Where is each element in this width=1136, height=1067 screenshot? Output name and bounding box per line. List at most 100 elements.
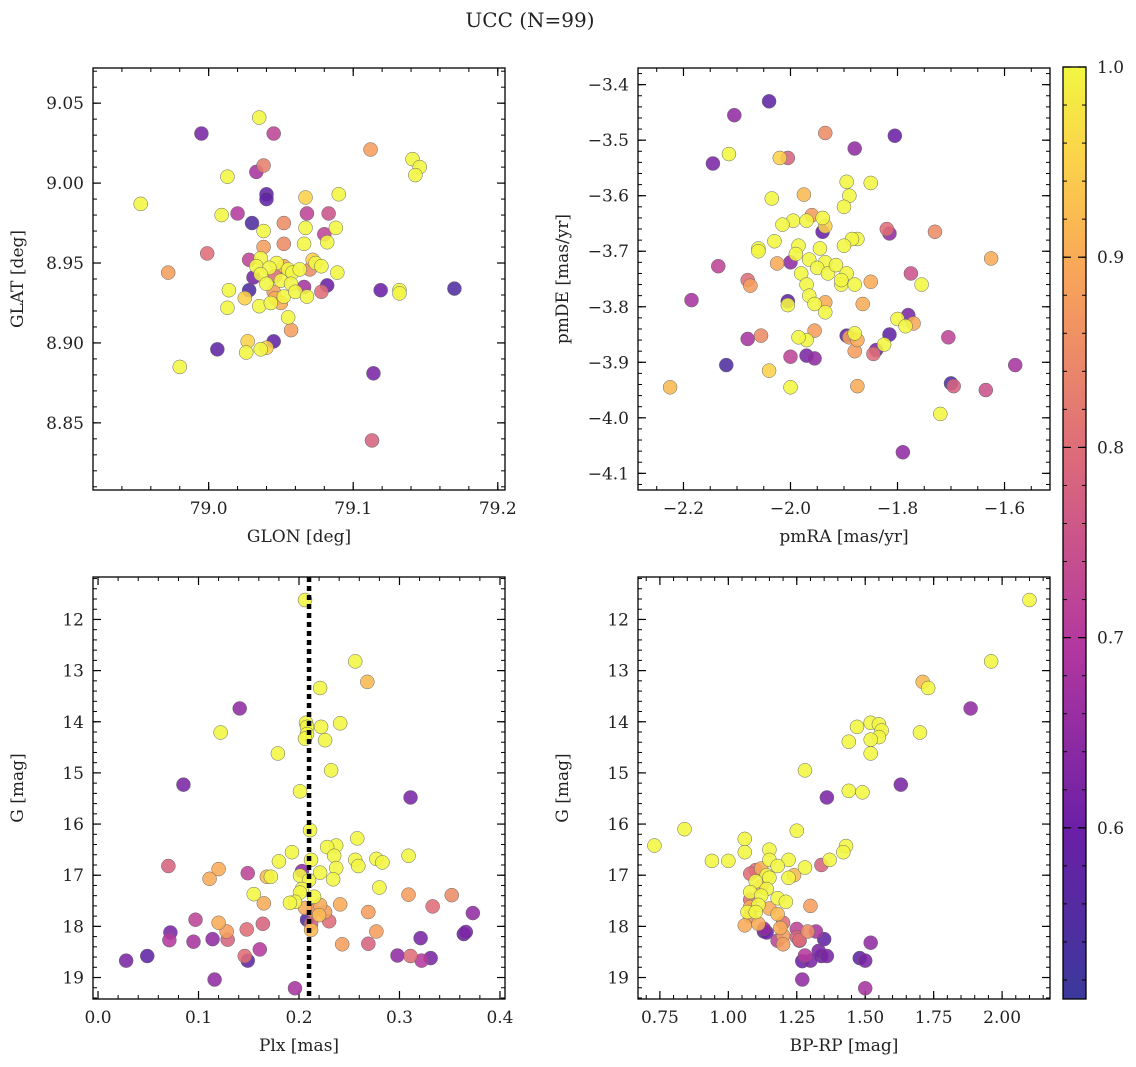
scatter-point (194, 126, 209, 141)
scatter-point (705, 156, 721, 171)
scatter-point (369, 924, 384, 939)
scatter-point (408, 167, 423, 183)
scatter-point (372, 880, 387, 895)
colorbar-tick-label: 1.0 (1097, 58, 1124, 78)
scatter-point (751, 243, 766, 259)
scatter-point (253, 342, 268, 357)
scatter-point (326, 848, 342, 864)
scatter-point (403, 948, 418, 964)
scatter-point (246, 886, 262, 902)
scatter-point (775, 217, 790, 232)
scatter-point (797, 763, 813, 778)
y-tick-label: −3.8 (588, 298, 629, 318)
scatter-point (332, 716, 348, 731)
y-tick-label: −3.4 (588, 76, 629, 96)
scatter-point (314, 258, 329, 274)
scatter-point (298, 220, 313, 236)
scatter-point (425, 899, 440, 914)
scatter-point (282, 895, 298, 911)
scatter-point (772, 150, 788, 166)
scatter-point (783, 380, 798, 395)
scatter-point (311, 907, 327, 923)
scatter-point (791, 330, 806, 345)
scatter-point (783, 349, 798, 364)
scatter-point (834, 272, 849, 288)
scatter-point (140, 948, 155, 964)
scatter-point (818, 125, 833, 141)
scatter-point (232, 701, 247, 716)
scatter-point (465, 905, 481, 921)
scatter-point (403, 790, 418, 805)
scatter-point (807, 351, 822, 366)
scatter-point (413, 930, 428, 946)
scatter-point (828, 257, 844, 273)
scatter-point (893, 777, 909, 792)
scatter-point (769, 256, 785, 271)
scatter-point (727, 107, 742, 123)
scatter-point (238, 345, 254, 360)
x-axis-label: pmRA [mas/yr] (779, 527, 908, 547)
scatter-point (276, 215, 292, 231)
scatter-point (850, 378, 865, 394)
y-axis-label: GLAT [deg] (8, 230, 28, 328)
y-axis-label: G [mag] (8, 753, 28, 822)
scatter-point (287, 981, 303, 996)
scatter-point (284, 844, 300, 860)
x-tick-label: 0.4 (486, 1008, 513, 1028)
y-tick-label: −3.5 (588, 131, 629, 151)
scatter-point (788, 246, 804, 262)
scatter-point (172, 359, 187, 375)
x-axis-label: BP-RP [mag] (790, 1036, 899, 1056)
scatter-point (879, 221, 895, 237)
y-tick-label: 9.05 (46, 94, 84, 114)
scatter-point (1007, 357, 1023, 373)
scatter-point (220, 169, 235, 184)
scatter-point (373, 282, 388, 298)
scatter-point (887, 128, 903, 143)
scatter-point (447, 281, 462, 296)
scatter-point (271, 854, 287, 869)
scatter-point (963, 701, 978, 716)
panel-glon-glat: 79.0 79.1 79.2 8.85 8.90 8.95 9.00 9.05 GLON [de… (8, 67, 517, 547)
scatter-point (392, 286, 407, 301)
y-tick-label: 8.85 (46, 414, 84, 434)
scatter-point (807, 323, 822, 338)
scatter-point (767, 233, 782, 249)
scatter-point (847, 277, 862, 292)
scatter-point (292, 262, 307, 277)
scatter-point (186, 934, 201, 949)
scatter-point (321, 206, 336, 221)
scatter-point (334, 937, 350, 952)
scatter-point (737, 918, 753, 933)
x-tick-label: 2.00 (983, 1008, 1021, 1028)
scatter-point (773, 920, 788, 936)
scatter-point (118, 953, 134, 968)
x-tick-label: 0.75 (641, 1008, 679, 1028)
scatter-point (778, 894, 794, 910)
scatter-points (118, 592, 481, 996)
scatter-point (325, 872, 341, 887)
panel-pmra-pmde: −2.2 −2.0 −1.8 −1.6 −4.1 −4.0 −3.9 −3.8 −3.7 −3.6… (553, 67, 1051, 547)
scatter-point (256, 896, 272, 911)
scatter-point (876, 337, 892, 352)
scatter-point (375, 855, 390, 870)
y-tick-label: 14 (607, 713, 629, 733)
scatter-point (800, 924, 815, 939)
scatter-point (214, 207, 229, 223)
scatter-point (684, 292, 699, 308)
scatter-point (781, 852, 796, 868)
scatter-point (230, 206, 245, 221)
scatter-point (292, 784, 308, 799)
scatter-point (740, 331, 755, 347)
scatter-point (822, 852, 837, 868)
scatter-point (839, 174, 854, 190)
y-axis-label: pmDE [mas/yr] (553, 214, 573, 344)
scatter-point (240, 865, 256, 881)
scatter-point (721, 853, 736, 869)
scatter-point (259, 276, 274, 292)
scatter-point (704, 853, 720, 869)
scatter-point (160, 265, 176, 280)
scatter-point (789, 823, 805, 838)
colorbar-tick-label: 0.8 (1097, 438, 1124, 458)
scatter-point (220, 300, 235, 316)
